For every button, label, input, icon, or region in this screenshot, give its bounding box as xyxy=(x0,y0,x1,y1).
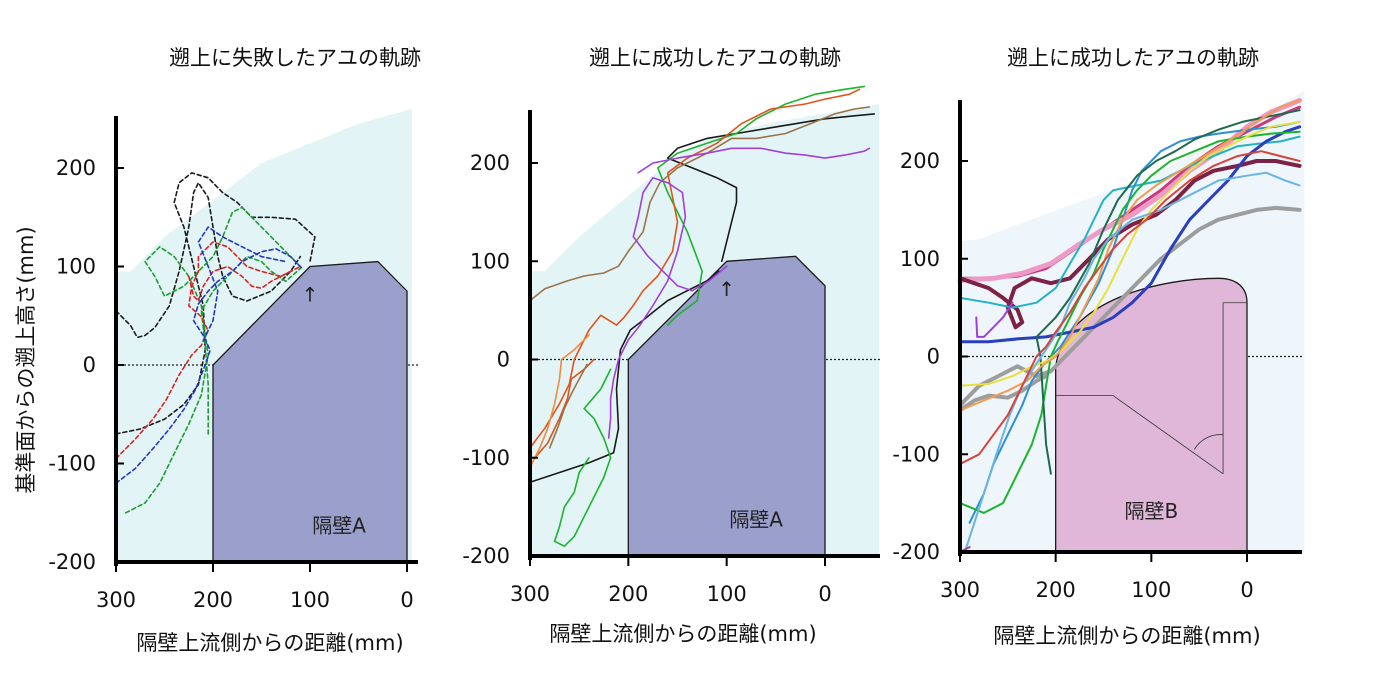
trajectory-line-3 xyxy=(958,159,1302,330)
y-tick-label: 200 xyxy=(900,149,940,173)
trajectory-line-12 xyxy=(959,99,1301,412)
y-tick-label: 0 xyxy=(497,348,510,372)
x-axis-label: 隔壁上流側からの距離(mm) xyxy=(993,624,1260,648)
y-tick-label: -100 xyxy=(892,442,940,466)
trajectory-line-14 xyxy=(959,150,1301,465)
x-tick-label: 0 xyxy=(1240,578,1253,602)
trajectory-line-5 xyxy=(529,88,861,449)
x-tick-label: 0 xyxy=(400,588,413,612)
y-tick-label: 0 xyxy=(83,353,96,377)
wall-arrow: ↑ xyxy=(302,282,319,306)
x-tick-label: 100 xyxy=(290,588,330,612)
x-tick-label: 100 xyxy=(1131,578,1171,602)
chart-title: 遡上に成功したアユの軌跡 xyxy=(589,46,841,70)
x-axis-label: 隔壁上流側からの距離(mm) xyxy=(136,631,403,655)
y-tick-label: -200 xyxy=(892,540,940,564)
trajectory-line-3 xyxy=(553,368,612,548)
wall-arrow: ↑ xyxy=(718,277,735,301)
x-tick-label: 200 xyxy=(193,588,233,612)
x-tick-label: 200 xyxy=(1036,578,1076,602)
wall-label: 隔壁A xyxy=(729,508,783,532)
trajectory-line-8 xyxy=(548,363,588,449)
trajectory-line-15 xyxy=(975,301,1014,338)
trajectory-line-10 xyxy=(637,147,871,174)
trajectory-line-9 xyxy=(607,176,728,439)
trajectory-line-5 xyxy=(115,241,302,460)
y-tick-label: 0 xyxy=(927,345,940,369)
wall-label: 隔壁A xyxy=(312,513,366,537)
x-tick-label: 300 xyxy=(940,578,980,602)
x-tick-label: 300 xyxy=(96,588,136,612)
trajectory-line-3 xyxy=(124,206,302,514)
trajectory-line-6 xyxy=(188,265,292,302)
chart-title: 遡上に失敗したアユの軌跡 xyxy=(169,46,421,70)
y-tick-label: -100 xyxy=(48,452,96,476)
x-tick-label: 300 xyxy=(510,582,550,606)
trajectory-line-7 xyxy=(529,106,871,302)
x-tick-label: 0 xyxy=(818,582,831,606)
trajectory-line-2 xyxy=(957,97,1303,283)
y-tick-label: -200 xyxy=(462,544,510,568)
trajectory-line-10 xyxy=(1035,109,1301,475)
y-tick-label: 100 xyxy=(900,247,940,271)
y-tick-label: 200 xyxy=(470,151,510,175)
y-tick-label: 100 xyxy=(56,255,96,279)
trajectory-line-2 xyxy=(115,172,316,435)
y-tick-label: -100 xyxy=(462,446,510,470)
chart-title: 遡上に成功したアユの軌跡 xyxy=(1007,46,1259,70)
wall-b-angle-arc xyxy=(1194,434,1224,450)
y-tick-label: 100 xyxy=(470,249,510,273)
x-tick-label: 100 xyxy=(707,582,747,606)
trajectory-line-1 xyxy=(115,182,302,339)
trajectory-line-4 xyxy=(958,205,1302,408)
wall-b-diagonal-line xyxy=(1112,395,1224,475)
wall-label: 隔壁B xyxy=(1124,499,1178,523)
trajectory-line-6 xyxy=(959,135,1301,309)
trajectory-line-11 xyxy=(529,334,590,469)
trajectory-line-5 xyxy=(958,374,1049,413)
trajectory-line-4 xyxy=(656,85,866,326)
x-tick-label: 200 xyxy=(608,582,648,606)
trajectory-line-13 xyxy=(963,171,1301,553)
trajectory-line-7 xyxy=(115,248,304,485)
trajectory-line-8 xyxy=(197,226,287,342)
trajectory-line-2 xyxy=(666,113,876,263)
y-axis-label: 基準面からの遡上高さ(mm) xyxy=(14,226,38,493)
trajectory-line-1 xyxy=(529,270,720,484)
y-tick-label: 200 xyxy=(56,156,96,180)
y-tick-label: -200 xyxy=(48,550,96,574)
x-axis-label: 隔壁上流側からの距離(mm) xyxy=(549,622,816,646)
